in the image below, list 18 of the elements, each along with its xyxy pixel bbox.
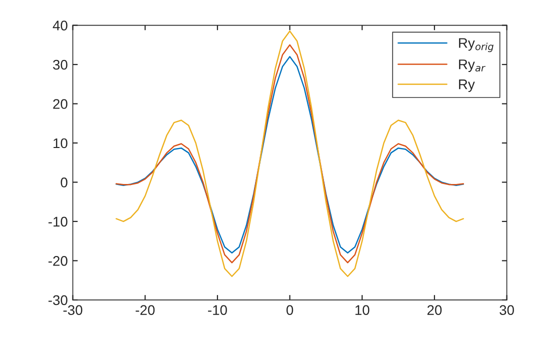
y-tick-label: 30 [53, 60, 68, 70]
y-tick-label: -30 [48, 295, 68, 306]
x-tick-label: -10 [208, 305, 227, 315]
x-tick-label: -20 [136, 305, 155, 315]
x-tick-label: 30 [500, 305, 514, 315]
y-tick-label: 10 [54, 138, 68, 148]
x-tick-label: 0 [286, 305, 294, 315]
y-tick-label: 20 [53, 99, 68, 109]
x-tick-label: -30 [63, 305, 82, 315]
y-tick-label: -20 [48, 256, 68, 266]
y-tick-label: 0 [60, 178, 68, 188]
x-tick-label: 10 [355, 305, 370, 315]
y-tick-label: 40 [52, 20, 68, 30]
x-tick-label: 20 [427, 305, 442, 315]
legend-label: Ry [459, 80, 475, 92]
legend-label: Ry$_{orig}$ [459, 38, 494, 52]
legend-label: Ry$_{ar}$ [459, 60, 486, 72]
y-tick-label: -10 [48, 216, 68, 227]
